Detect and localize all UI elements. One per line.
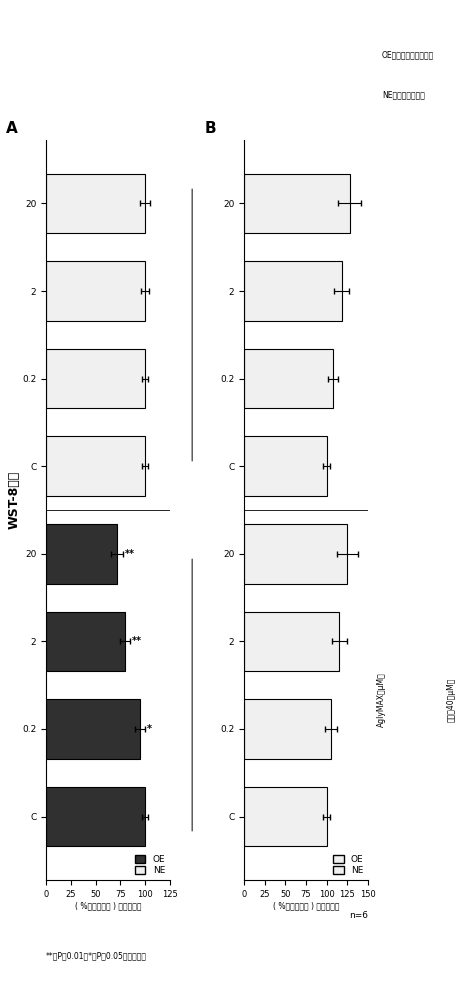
Bar — [46, 524, 117, 584]
Bar — [244, 349, 333, 408]
Bar — [46, 436, 145, 496]
Bar — [244, 436, 326, 496]
Legend: OE, NE: OE, NE — [332, 855, 363, 875]
Bar — [46, 699, 140, 759]
Text: OE：子宫内膜异位细胞: OE：子宫内膜异位细胞 — [381, 50, 433, 59]
Bar — [46, 349, 145, 408]
Bar — [244, 787, 326, 846]
Bar — [244, 699, 330, 759]
Bar — [46, 261, 145, 321]
Text: B: B — [204, 121, 216, 136]
Text: **: ** — [132, 636, 142, 646]
Text: *: * — [147, 724, 152, 734]
Legend: OE, NE: OE, NE — [134, 855, 165, 875]
Text: 异黄酠40（μM）: 异黄酠40（μM） — [445, 678, 454, 722]
Text: AglyMAX（μM）: AglyMAX（μM） — [376, 673, 386, 727]
Text: WST-8分析: WST-8分析 — [7, 471, 20, 529]
Text: NE：正常子宫内膜: NE：正常子宫内膜 — [381, 90, 424, 99]
Bar — [244, 524, 347, 584]
Text: **: ** — [125, 549, 135, 559]
X-axis label: ( %对照相对值 ) 细胞增殖能: ( %对照相对值 ) 细胞增殖能 — [74, 902, 141, 910]
Text: n=6: n=6 — [348, 911, 367, 920]
Bar — [244, 174, 349, 233]
Bar — [244, 261, 341, 321]
Bar — [46, 174, 145, 233]
Bar — [244, 612, 338, 671]
X-axis label: ( %对照相对值 ) 细胞增殖能: ( %对照相对值 ) 细胞增殖能 — [272, 902, 339, 910]
Text: A: A — [6, 121, 18, 136]
Bar — [46, 787, 145, 846]
Bar — [46, 612, 125, 671]
Text: **：P＜0.01，*：P＜0.05相对于对照: **：P＜0.01，*：P＜0.05相对于对照 — [46, 951, 147, 960]
